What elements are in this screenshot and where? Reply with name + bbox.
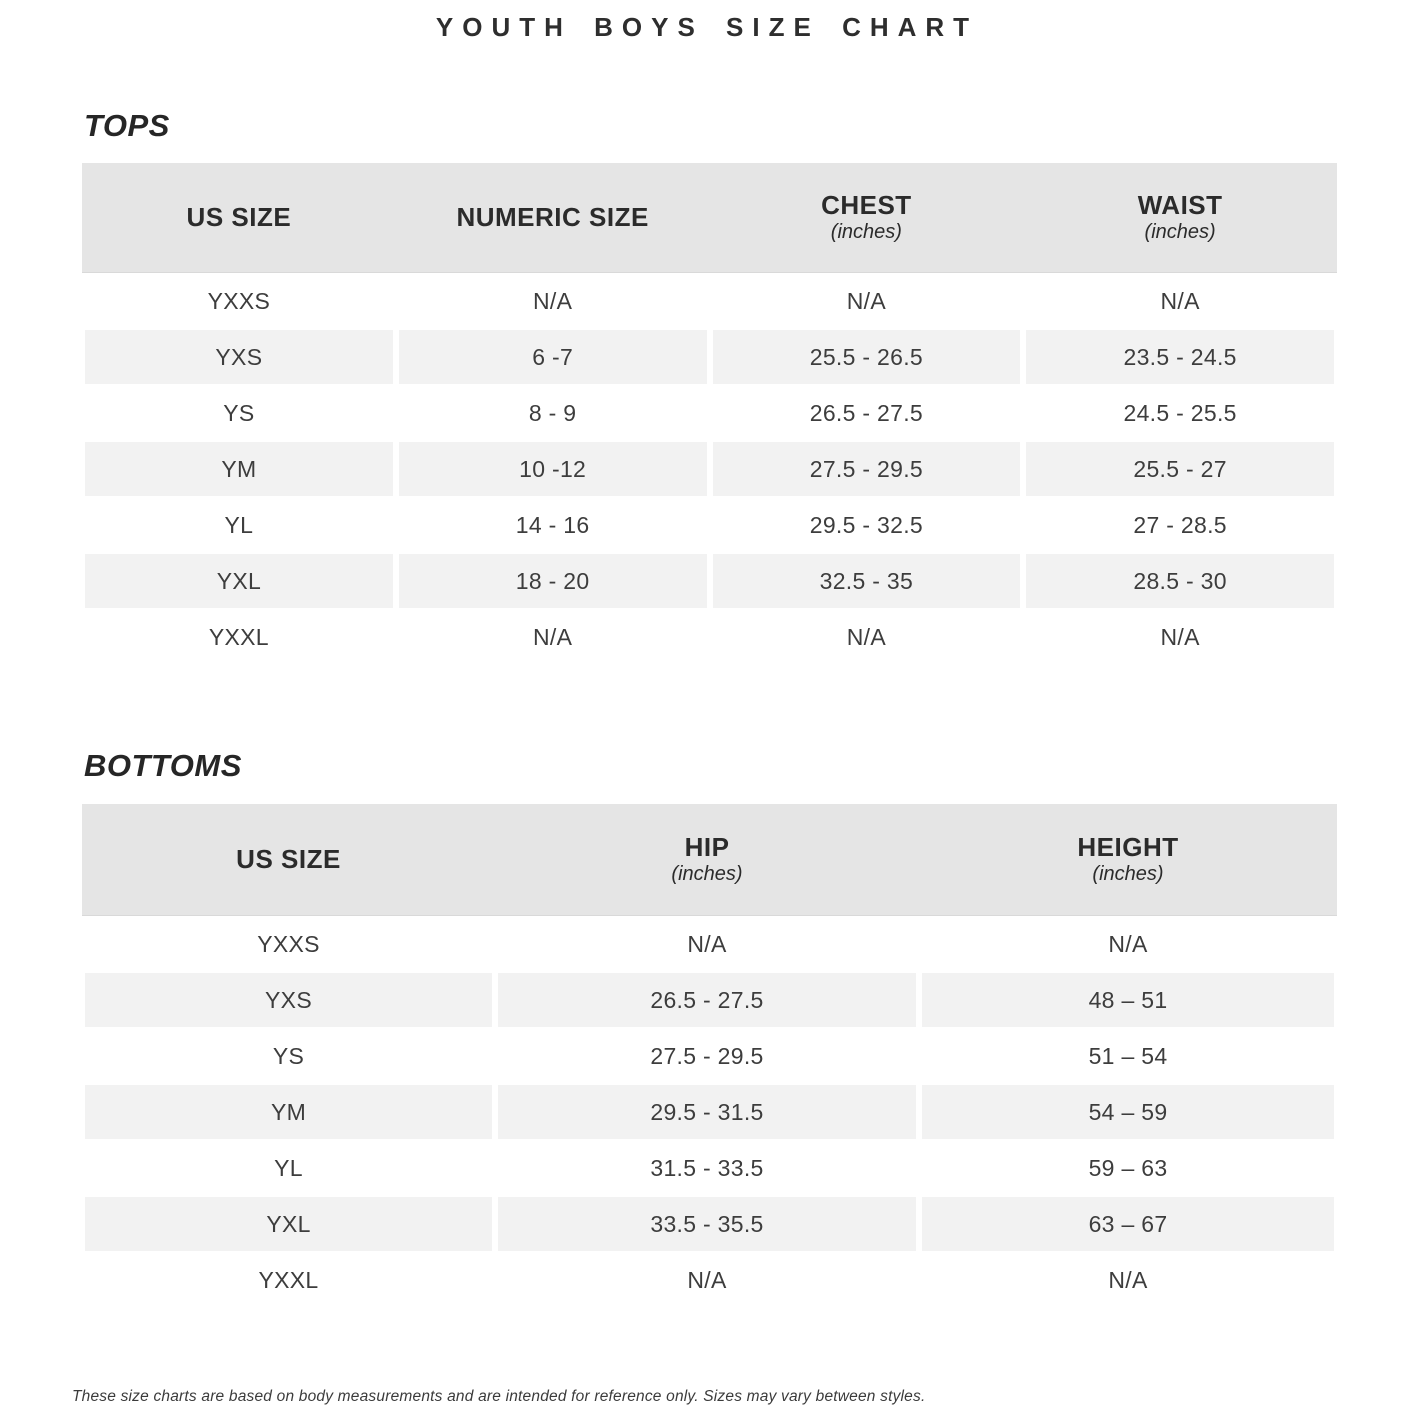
cell-waist: 28.5 - 30 (1023, 553, 1337, 609)
cell-us-size: YS (272, 1042, 305, 1069)
column-header-label: WAIST (1137, 189, 1223, 220)
cell-numeric-size: 8 - 9 (528, 399, 577, 426)
cell-us-size: YL (224, 511, 254, 538)
cell-numeric-size: 14 - 16 (515, 511, 590, 538)
cell-us-size: YXXS (207, 287, 271, 314)
cell-hip: 27.5 - 29.5 (650, 1042, 764, 1069)
table-row: YL 31.5 - 33.5 59 – 63 (82, 1140, 1337, 1196)
cell-height: 51 – 54 (1088, 1042, 1168, 1069)
column-header-waist: WAIST (inches) (1023, 163, 1337, 272)
column-header-height: HEIGHT (inches) (919, 804, 1337, 915)
cell-us-size: YXL (82, 553, 396, 609)
cell-height: N/A (1108, 1266, 1148, 1293)
cell-us-size: YL (274, 1154, 303, 1181)
tops-table: US SIZE NUMERIC SIZE CHEST (inches) WAIS… (82, 163, 1337, 665)
column-header-label: HIP (684, 831, 730, 862)
table-row: YXXS N/A N/A N/A (82, 273, 1337, 329)
table-row: YXL 18 - 20 32.5 - 35 28.5 - 30 (82, 553, 1337, 609)
column-header-unit: (inches) (1144, 221, 1216, 244)
cell-hip: N/A (687, 1266, 727, 1293)
table-row: YS 8 - 9 26.5 - 27.5 24.5 - 25.5 (82, 385, 1337, 441)
table-row: YXXS N/A N/A (82, 916, 1337, 972)
column-header-label: HEIGHT (1077, 831, 1179, 862)
table-row: YXXL N/A N/A N/A (82, 609, 1337, 665)
cell-chest: 27.5 - 29.5 (710, 441, 1024, 497)
column-header-label: CHEST (821, 189, 912, 220)
cell-chest: 25.5 - 26.5 (710, 329, 1024, 385)
cell-us-size: YM (82, 441, 396, 497)
cell-numeric-size: N/A (533, 623, 573, 650)
cell-waist: 23.5 - 24.5 (1023, 329, 1337, 385)
cell-waist: N/A (1160, 287, 1200, 314)
column-header-label: US SIZE (186, 201, 292, 232)
table-row: YL 14 - 16 29.5 - 32.5 27 - 28.5 (82, 497, 1337, 553)
cell-height: 48 – 51 (919, 972, 1337, 1028)
column-header-numeric-size: NUMERIC SIZE (396, 163, 710, 272)
page-title: YOUTH BOYS SIZE CHART (435, 12, 979, 42)
cell-us-size: YXL (82, 1196, 495, 1252)
cell-numeric-size: 6 -7 (396, 329, 710, 385)
cell-height: N/A (1108, 930, 1148, 957)
cell-hip: 29.5 - 31.5 (495, 1084, 919, 1140)
column-header-unit: (inches) (671, 863, 743, 886)
cell-chest: 32.5 - 35 (710, 553, 1024, 609)
cell-chest: N/A (846, 287, 886, 314)
table-row: YM 10 -12 27.5 - 29.5 25.5 - 27 (82, 441, 1337, 497)
footnote-text: These size charts are based on body meas… (72, 1388, 926, 1405)
cell-hip: 31.5 - 33.5 (650, 1154, 764, 1181)
bottoms-table: US SIZE HIP (inches) HEIGHT (inches) YXX… (82, 804, 1337, 1308)
bottoms-header-row: US SIZE HIP (inches) HEIGHT (inches) (82, 804, 1337, 916)
cell-waist: 25.5 - 27 (1023, 441, 1337, 497)
table-row: YXXL N/A N/A (82, 1252, 1337, 1308)
cell-us-size: YXXL (258, 1266, 319, 1293)
cell-waist: N/A (1160, 623, 1200, 650)
cell-hip: 33.5 - 35.5 (495, 1196, 919, 1252)
table-row: YXS 6 -7 25.5 - 26.5 23.5 - 24.5 (82, 329, 1337, 385)
cell-chest: N/A (846, 623, 886, 650)
cell-chest: 29.5 - 32.5 (809, 511, 924, 538)
cell-height: 63 – 67 (919, 1196, 1337, 1252)
section-title-bottoms: BOTTOMS (84, 748, 242, 783)
cell-us-size: YXS (82, 972, 495, 1028)
cell-hip: N/A (687, 930, 727, 957)
cell-numeric-size: 10 -12 (396, 441, 710, 497)
cell-chest: 26.5 - 27.5 (809, 399, 924, 426)
table-row: YS 27.5 - 29.5 51 – 54 (82, 1028, 1337, 1084)
column-header-label: US SIZE (236, 843, 341, 874)
cell-numeric-size: 18 - 20 (396, 553, 710, 609)
column-header-chest: CHEST (inches) (710, 163, 1024, 272)
column-header-us-size: US SIZE (82, 163, 396, 272)
column-header-us-size: US SIZE (82, 804, 495, 915)
cell-us-size: YM (82, 1084, 495, 1140)
cell-numeric-size: N/A (533, 287, 573, 314)
table-row: YM 29.5 - 31.5 54 – 59 (82, 1084, 1337, 1140)
cell-waist: 27 - 28.5 (1133, 511, 1227, 538)
cell-height: 59 – 63 (1088, 1154, 1168, 1181)
column-header-unit: (inches) (1092, 863, 1164, 886)
cell-us-size: YXS (82, 329, 396, 385)
cell-waist: 24.5 - 25.5 (1123, 399, 1237, 426)
cell-us-size: YXXL (208, 623, 269, 650)
cell-height: 54 – 59 (919, 1084, 1337, 1140)
table-row: YXL 33.5 - 35.5 63 – 67 (82, 1196, 1337, 1252)
column-header-unit: (inches) (830, 221, 902, 244)
cell-hip: 26.5 - 27.5 (495, 972, 919, 1028)
tops-header-row: US SIZE NUMERIC SIZE CHEST (inches) WAIS… (82, 163, 1337, 273)
column-header-hip: HIP (inches) (495, 804, 919, 915)
column-header-label: NUMERIC SIZE (456, 201, 649, 232)
cell-us-size: YXXS (257, 930, 320, 957)
cell-us-size: YS (223, 399, 255, 426)
table-row: YXS 26.5 - 27.5 48 – 51 (82, 972, 1337, 1028)
section-title-tops: TOPS (84, 108, 170, 143)
